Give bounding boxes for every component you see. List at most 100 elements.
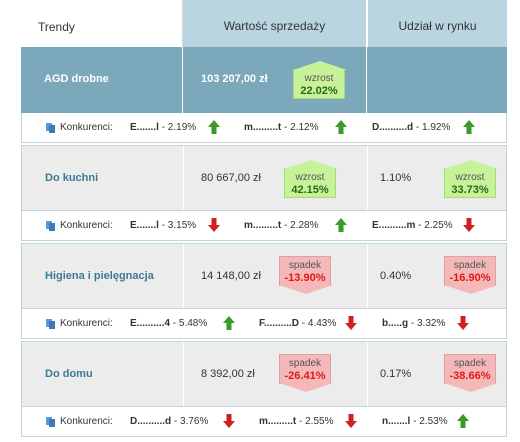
competitor-2: m.........t - 2.55%	[259, 416, 333, 427]
competitor-1: E.......l - 3.15%	[130, 220, 196, 231]
competitor-3: E..........m - 2.25%	[372, 220, 453, 231]
competitor-1: E.......l - 2.19%	[130, 122, 196, 133]
category-row[interactable]: Do kuchni 80 667,00 zł wzrost 42.15% 1.1…	[21, 145, 507, 211]
trend-percent: 33.73%	[451, 184, 489, 196]
sales-value-cell: 8 392,00 zł spadek -26.41%	[184, 342, 368, 406]
share-trend-badge: spadek -16.90%	[444, 256, 498, 294]
competitor-name: m.........t	[244, 122, 282, 133]
arrow-down-icon	[457, 316, 469, 330]
competitor-value: - 2.19%	[161, 122, 197, 133]
header-market-share: Udział w rynku	[368, 0, 507, 47]
sales-trend-badge: spadek -13.90%	[279, 256, 333, 294]
arrow-down-icon	[223, 414, 235, 428]
competitor-value: - 3.32%	[410, 318, 446, 329]
sales-trend-badge: spadek -26.41%	[279, 354, 333, 392]
competitor-name: b.....g	[382, 318, 409, 329]
sales-amount: 8 392,00 zł	[201, 368, 255, 380]
competitor-name: m.........t	[259, 416, 297, 427]
trend-label: spadek	[453, 260, 487, 271]
competitor-2: F..........D - 4.43%	[259, 318, 336, 329]
category-name-cell: Do domu	[22, 342, 184, 406]
competitors-row: Konkurenci: E..........4 - 5.48% F......…	[21, 309, 507, 339]
competitor-3: b.....g - 3.32%	[382, 318, 445, 329]
competitor-value: - 2.25%	[418, 220, 453, 231]
sales-value-cell: 103 207,00 zł wzrost 22.02%	[183, 47, 367, 113]
sales-amount: 14 148,00 zł	[201, 270, 261, 282]
arrow-down-icon	[345, 316, 357, 330]
competitor-value: - 2.53%	[413, 416, 448, 427]
arrow-up-icon	[335, 218, 347, 232]
trend-percent: 42.15%	[291, 184, 329, 196]
arrow-up-icon	[335, 120, 347, 134]
competitor-3: D..........d - 1.92%	[372, 122, 450, 133]
competitor-value: - 2.12%	[284, 122, 319, 133]
arrow-down-icon	[345, 414, 357, 428]
competitor-1: D..........d - 3.76%	[130, 416, 208, 427]
competitors-icon	[46, 221, 55, 231]
competitor-name: E.......l	[130, 220, 159, 231]
trend-percent: -26.41%	[284, 370, 326, 382]
share-trend-badge: spadek -38.66%	[444, 354, 498, 392]
competitors-icon	[46, 319, 55, 329]
competitor-name: E.......l	[130, 122, 159, 133]
market-share-cell: 0.17% spadek -38.66%	[368, 342, 508, 406]
competitors-label: Konkurenci:	[60, 122, 113, 133]
trend-label: wzrost	[455, 172, 485, 183]
trend-percent: -13.90%	[284, 272, 326, 284]
header-trendy: Trendy	[21, 0, 183, 47]
market-share-value: 1.10%	[380, 172, 412, 184]
competitors-icon	[46, 417, 55, 427]
category-name: Do kuchni	[45, 172, 99, 184]
trend-label: spadek	[288, 358, 322, 369]
competitors-row: Konkurenci: E.......l - 3.15% m.........…	[21, 211, 507, 241]
trend-label: wzrost	[304, 73, 334, 84]
competitor-value: - 4.43%	[301, 318, 337, 329]
category-name-cell: Do kuchni	[22, 146, 184, 210]
arrow-up-icon	[223, 316, 235, 330]
market-share-cell: 0.40% spadek -16.90%	[368, 244, 508, 308]
category-name: AGD drobne	[44, 73, 109, 85]
competitor-2: m.........t - 2.28%	[244, 220, 318, 231]
competitors-label: Konkurenci:	[60, 318, 113, 329]
competitor-3: n.......l - 2.53%	[382, 416, 448, 427]
competitor-value: - 2.28%	[284, 220, 319, 231]
market-share-value: 0.40%	[380, 270, 412, 282]
trend-label: spadek	[288, 260, 322, 271]
sales-amount: 103 207,00 zł	[201, 73, 268, 85]
trend-label: wzrost	[295, 172, 325, 183]
sales-amount: 80 667,00 zł	[201, 172, 261, 184]
competitors-label: Konkurenci:	[60, 416, 113, 427]
sales-trend-badge: wzrost 22.02%	[293, 61, 347, 99]
competitor-name: n.......l	[382, 416, 411, 427]
category-row[interactable]: Higiena i pielęgnacja 14 148,00 zł spade…	[21, 243, 507, 309]
category-name: Higiena i pielęgnacja	[45, 270, 154, 282]
category-name: Do domu	[45, 368, 93, 380]
competitors-label: Konkurenci:	[60, 220, 113, 231]
competitor-name: D..........d	[130, 416, 172, 427]
category-row[interactable]: AGD drobne 103 207,00 zł wzrost 22.02%	[21, 47, 507, 113]
competitor-name: E..........m	[372, 220, 416, 231]
sales-trend-badge: wzrost 42.15%	[284, 160, 338, 198]
competitors-row: Konkurenci: E.......l - 2.19% m.........…	[21, 113, 507, 143]
category-row[interactable]: Do domu 8 392,00 zł spadek -26.41% 0.17%…	[21, 341, 507, 407]
competitor-value: - 3.15%	[161, 220, 197, 231]
competitor-value: - 1.92%	[415, 122, 451, 133]
competitor-value: - 5.48%	[172, 318, 208, 329]
sales-value-cell: 14 148,00 zł spadek -13.90%	[184, 244, 368, 308]
competitor-1: E..........4 - 5.48%	[130, 318, 207, 329]
arrow-up-icon	[463, 120, 475, 134]
arrow-down-icon	[463, 218, 475, 232]
share-trend-badge: wzrost 33.73%	[444, 160, 498, 198]
trend-label: spadek	[453, 358, 487, 369]
competitor-value: - 2.55%	[299, 416, 334, 427]
competitor-name: m.........t	[244, 220, 282, 231]
competitor-2: m.........t - 2.12%	[244, 122, 318, 133]
trend-percent: -38.66%	[449, 370, 491, 382]
competitors-icon	[46, 123, 55, 133]
header-trendy-label: Trendy	[38, 20, 75, 34]
competitors-row: Konkurenci: D..........d - 3.76% m......…	[21, 407, 507, 437]
market-share-cell: 1.10% wzrost 33.73%	[368, 146, 508, 210]
header-sales-value: Wartość sprzedaży	[183, 0, 367, 47]
competitor-value: - 3.76%	[173, 416, 209, 427]
category-name-cell: AGD drobne	[21, 47, 183, 113]
